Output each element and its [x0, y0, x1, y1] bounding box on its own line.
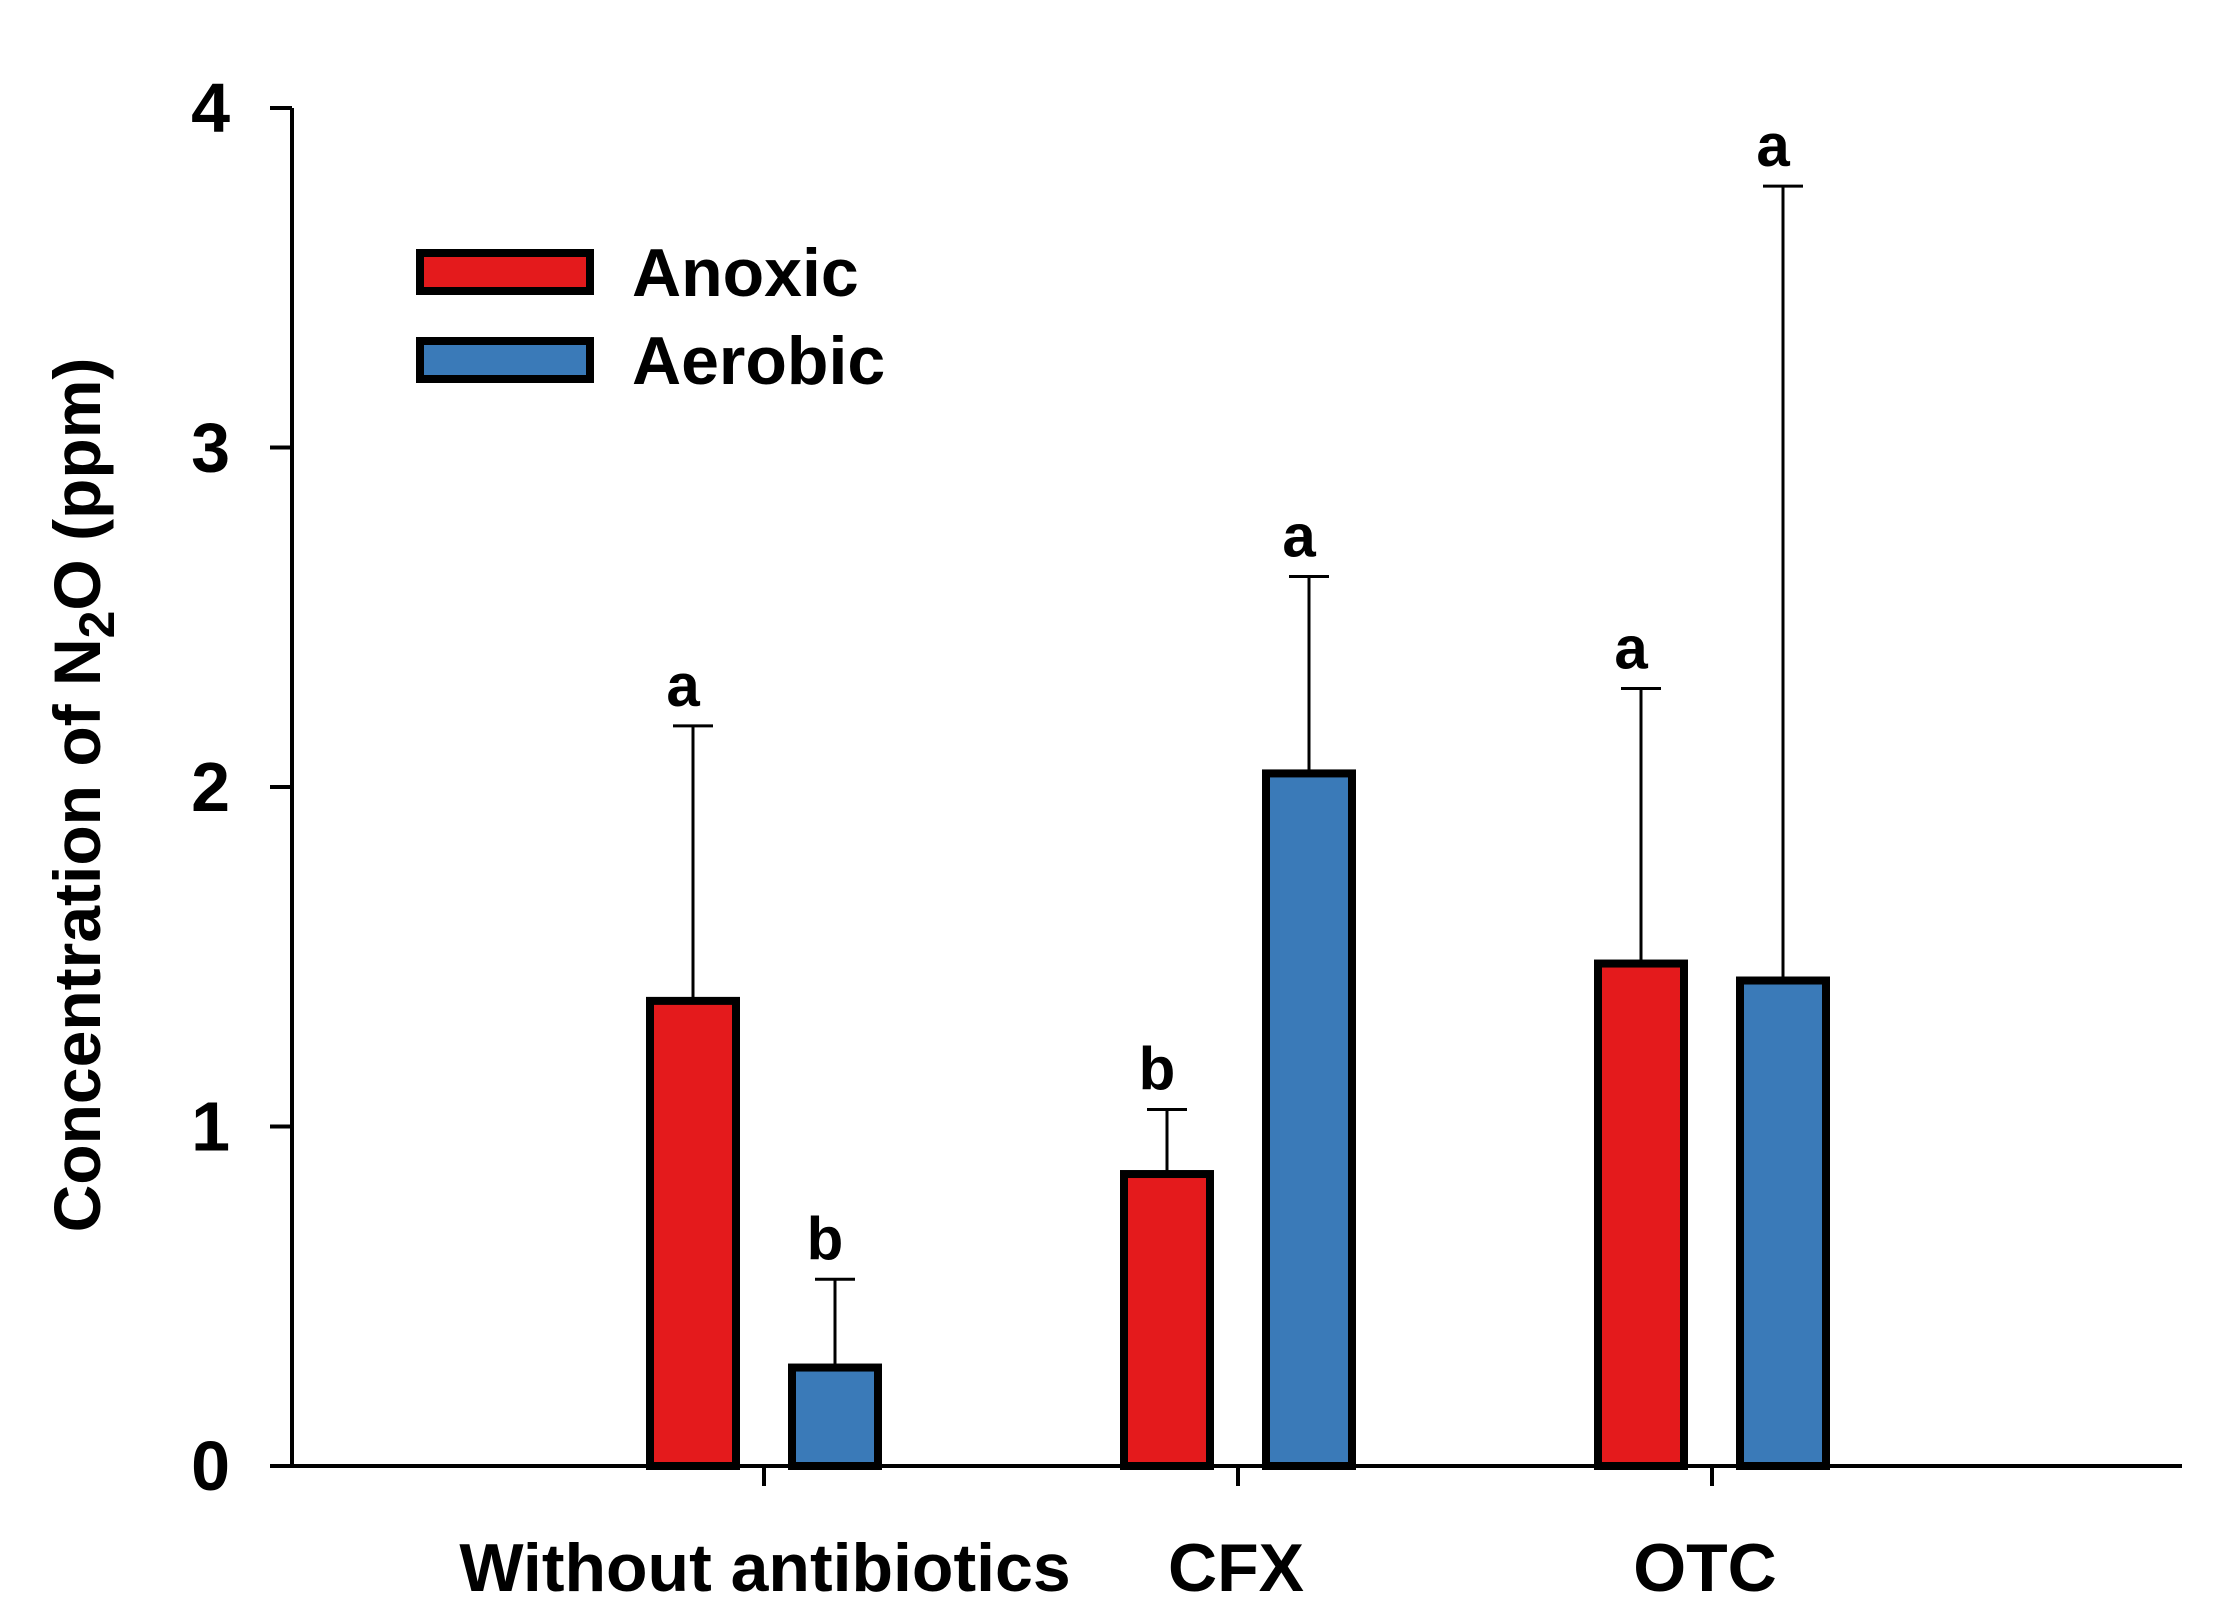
y-tick-label-2: 2 [191, 748, 230, 826]
bar-anoxic-2 [1594, 959, 1688, 1470]
significance-letters-layer: a b a b a a [666, 112, 1790, 1272]
legend-swatch-anoxic [416, 249, 594, 295]
bar-anoxic-1 [1120, 1170, 1214, 1471]
sig-letter-aerobic-0: b [807, 1205, 844, 1272]
legend-swatch-aerobic [416, 337, 594, 383]
legend: Anoxic Aerobic [416, 235, 885, 399]
sig-letter-anoxic-2: a [1614, 615, 1648, 682]
bar-aerobic-2 [1736, 976, 1830, 1470]
legend-label-anoxic: Anoxic [632, 235, 859, 311]
error-bars-layer [673, 184, 1803, 1368]
y-axis-title-suffix: O (ppm) [40, 358, 114, 611]
bar-aerobic-1 [1262, 769, 1356, 1470]
sig-letter-anoxic-1: b [1139, 1036, 1176, 1103]
x-axis-ticks: Without antibiotics CFX OTC [459, 1466, 1777, 1606]
y-tick-label-3: 3 [191, 409, 230, 487]
bars-layer [646, 769, 1830, 1471]
y-axis-title-prefix: Concentration of N [40, 638, 114, 1232]
bar-aerobic-0 [788, 1363, 882, 1471]
x-tick-label-0: Without antibiotics [459, 1530, 1070, 1606]
y-tick-label-4: 4 [191, 69, 230, 147]
sig-letter-aerobic-1: a [1282, 503, 1316, 570]
x-tick-label-2: OTC [1633, 1530, 1777, 1606]
sig-letter-aerobic-2: a [1756, 112, 1790, 179]
y-tick-label-1: 1 [191, 1088, 230, 1166]
x-tick-label-1: CFX [1168, 1530, 1304, 1606]
sig-letter-anoxic-0: a [666, 652, 700, 719]
y-axis-ticks: 0 1 2 3 4 [191, 69, 292, 1505]
y-tick-label-0: 0 [191, 1427, 230, 1505]
y-axis-title: Concentration of N2O (ppm) [40, 358, 125, 1233]
legend-label-aerobic: Aerobic [632, 323, 885, 399]
y-axis-title-subscript: 2 [69, 611, 125, 639]
bar-anoxic-0 [646, 996, 740, 1470]
